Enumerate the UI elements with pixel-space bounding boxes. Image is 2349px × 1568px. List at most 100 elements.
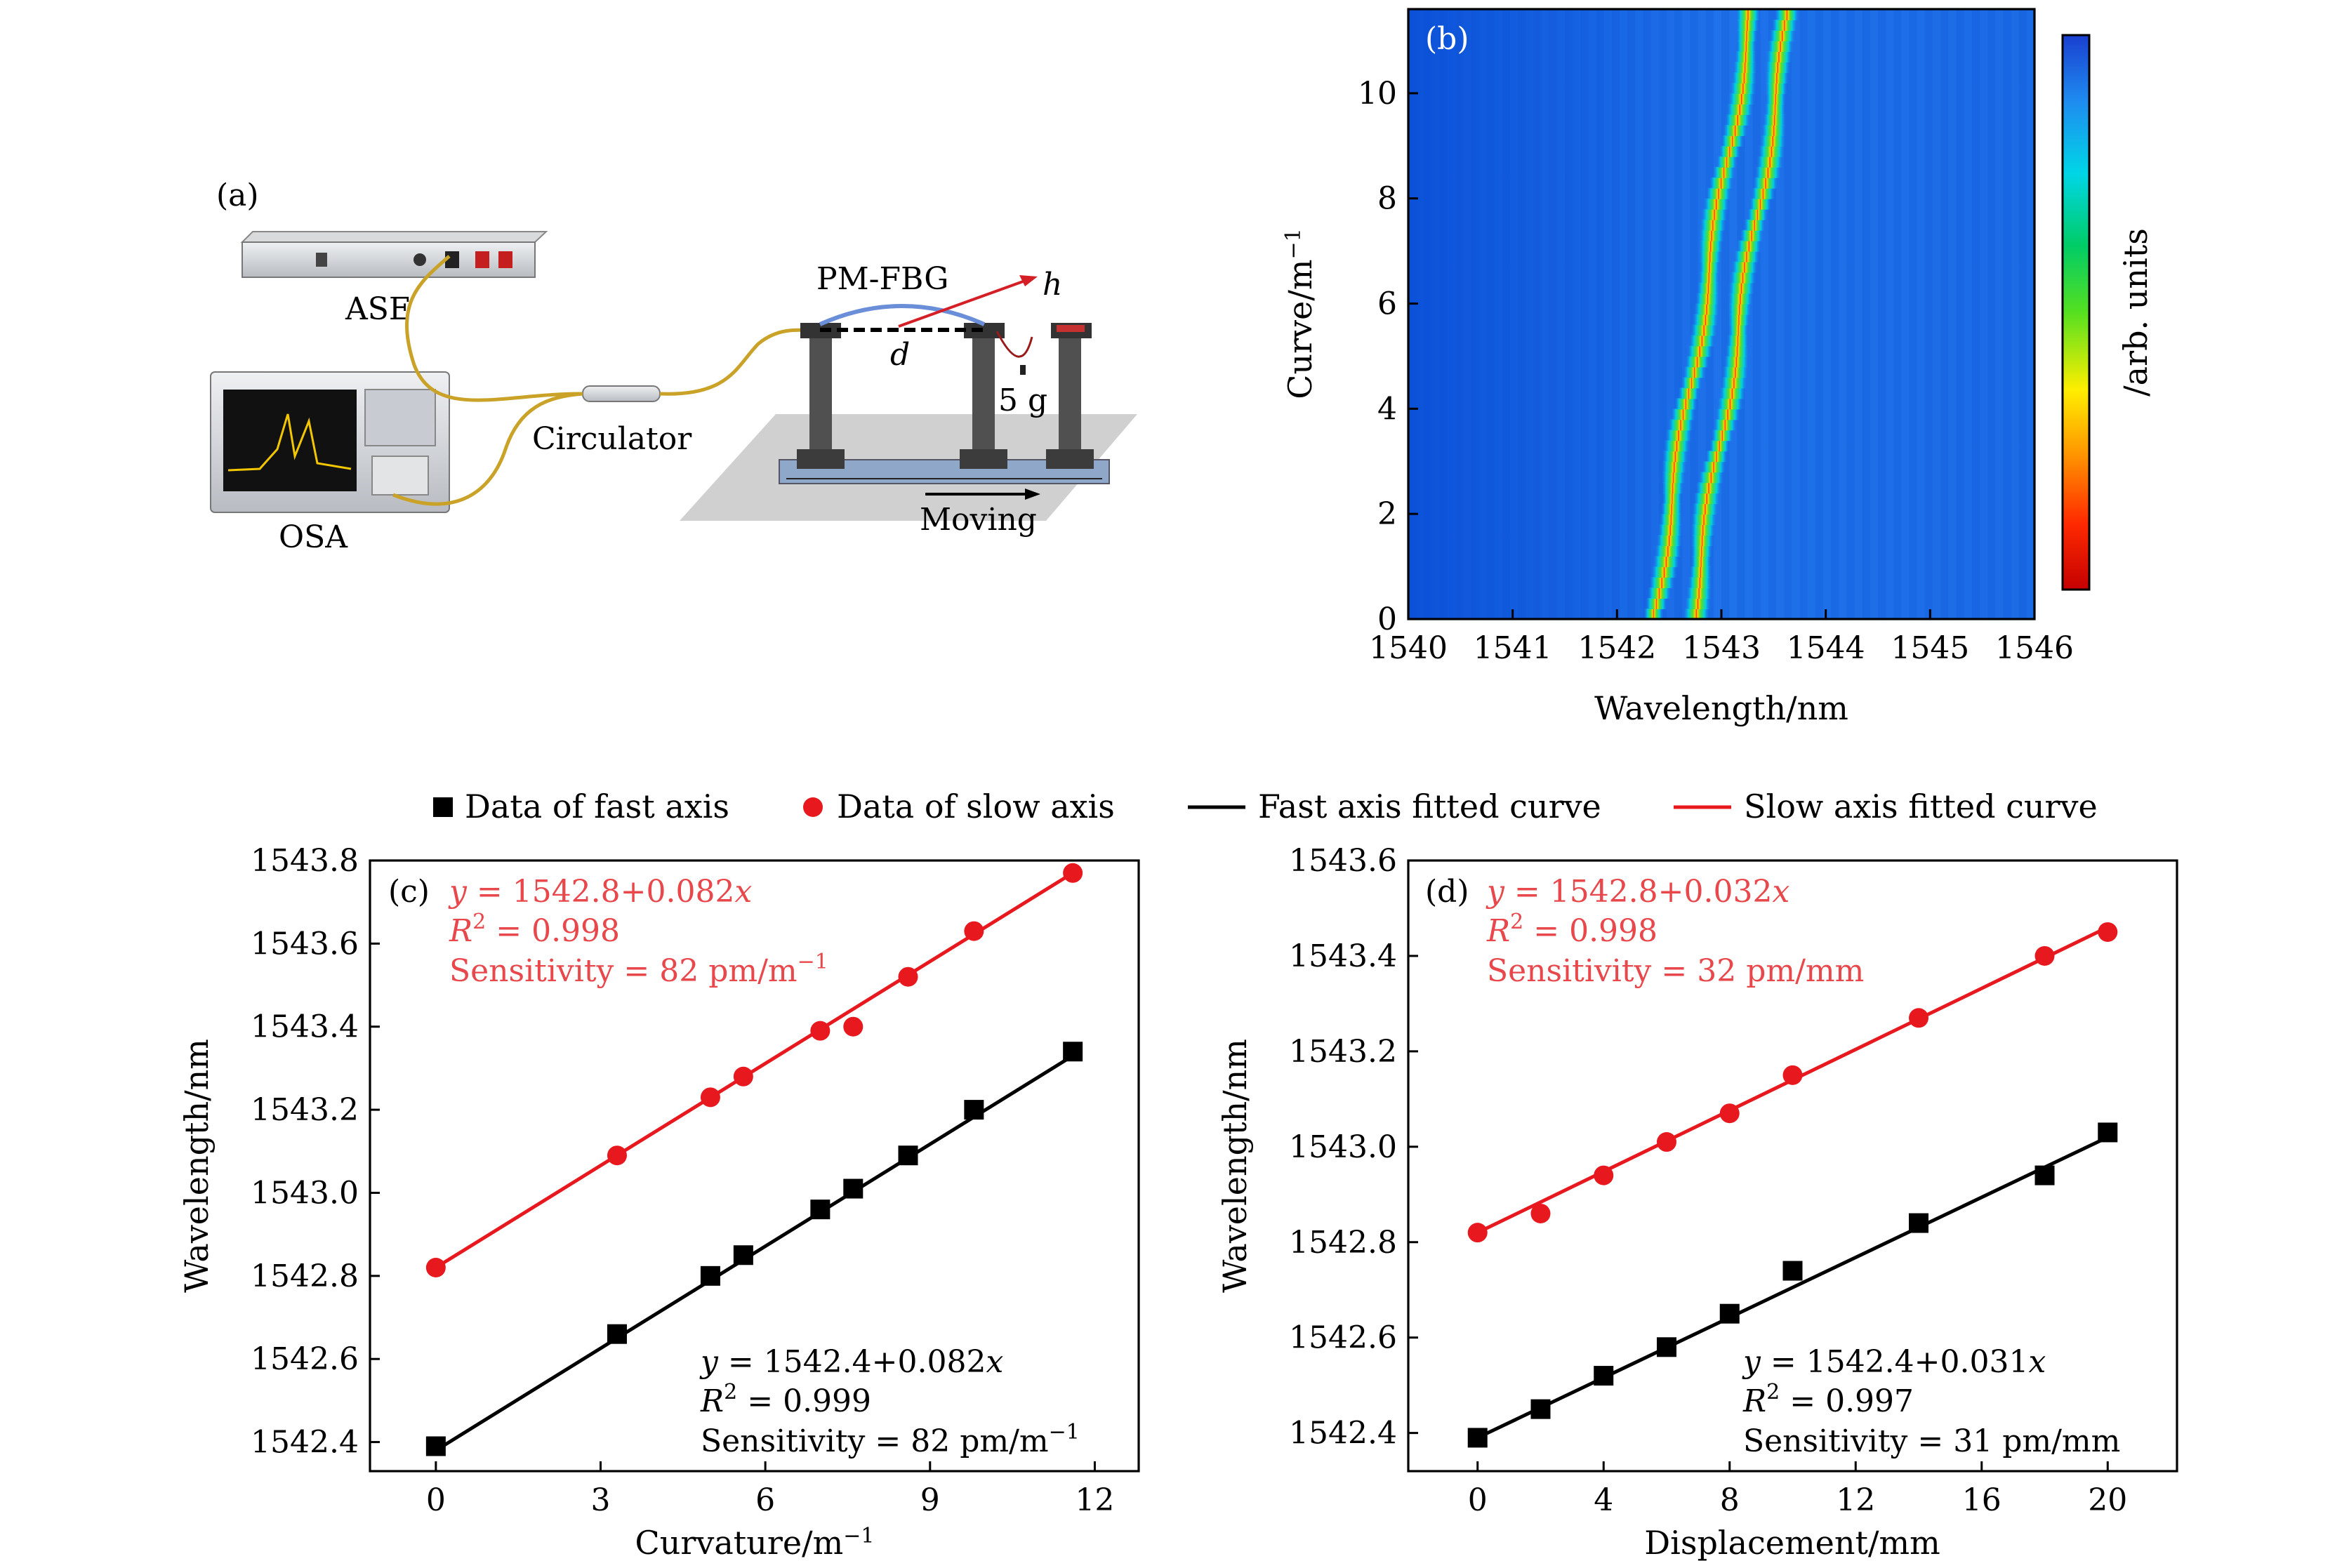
heatmap-peak-slow-segment: [1690, 514, 1717, 526]
heatmap-peak-fast-segment: [1660, 503, 1683, 515]
x-tick-label-d-3: 12: [1836, 1482, 1875, 1518]
d-slow-point-2: [1594, 1165, 1614, 1185]
heatmap-peak-slow-segment: [1688, 577, 1712, 589]
heatmap-peak-slow-segment: [1716, 398, 1744, 410]
heatmap-peak-slow-segment: [1690, 535, 1714, 547]
panel-c-plot: 0 3 6 9 12 1542.4 1542.6 1542.8 1543.0 1543.2 1543…: [251, 843, 1114, 1518]
c-fast-point-5: [843, 1178, 863, 1199]
heatmap-background-stripe: [1815, 9, 1823, 619]
heatmap-peak-fast-segment: [1662, 493, 1683, 505]
heatmap-peak-slow-segment: [1756, 156, 1784, 168]
d-fast-point-7: [2034, 1165, 2055, 1185]
weight-icon: [1020, 365, 1026, 375]
heatmap-peak-slow-segment: [1686, 587, 1712, 599]
heatmap-peak-fast-segment: [1667, 419, 1694, 431]
legend-slow-marker: [803, 797, 823, 817]
heatmap-x-tick-label-3: 1543: [1682, 630, 1761, 666]
heatmap-peak-fast-segment: [1657, 524, 1683, 536]
panel-d-plot: 0 4 8 12 16 20 1542.4 1542.6 1542.8 1543.0 1543.2 1…: [1289, 843, 2127, 1518]
c-slow-point-7: [964, 921, 984, 941]
heatmap-peak-fast-segment: [1702, 198, 1730, 210]
heatmap-peak-slow-segment: [1729, 272, 1756, 284]
heatmap-background-stripe: [1455, 9, 1464, 619]
heatmap-background-stripe: [1784, 9, 1792, 619]
weight-string: [995, 331, 1033, 358]
panel-a-label: (a): [216, 178, 259, 213]
y-tick-label-c-4: 1543.2: [251, 1092, 359, 1128]
panel-c-chart: 0 3 6 9 12 1542.4 1542.6 1542.8 1543.0 1543.2 1543…: [178, 843, 1140, 1562]
heatmap-x-tick-label-6: 1546: [1995, 630, 2074, 666]
heatmap-peak-slow-segment: [1690, 556, 1712, 568]
heatmap-x-tick-label-1: 1541: [1474, 630, 1552, 666]
heatmap-peak-slow-segment: [1705, 451, 1728, 463]
d-slow-point-3: [1656, 1132, 1676, 1152]
heatmap-peak-slow-segment: [1775, 9, 1799, 20]
c-fit-line-fast: [435, 1054, 1074, 1452]
y-tick-label-d-3: 1543.0: [1289, 1129, 1397, 1165]
heatmap-peak-slow-segment: [1728, 314, 1750, 326]
heatmap-x-tick-label-5: 1545: [1891, 630, 1969, 666]
panel-d-chart: 0 4 8 12 16 20 1542.4 1542.6 1542.8 1543.0 1543.2 1…: [1216, 843, 2178, 1562]
heatmap-peak-fast-segment: [1699, 219, 1726, 231]
d-fast-point-6: [1909, 1213, 1929, 1233]
heatmap-background-stripe: [1486, 9, 1495, 619]
heatmap-peak-slow-segment: [1754, 166, 1782, 178]
x-tick-label-d-2: 8: [1720, 1482, 1740, 1518]
heatmap-peak-fast-segment: [1643, 609, 1664, 619]
y-tick-label-c-5: 1543.4: [251, 1009, 359, 1045]
panel-c-fast-equation: y = 1542.4+0.082x: [699, 1344, 1004, 1380]
y-tick-label-d-2: 1542.8: [1289, 1225, 1397, 1261]
heatmap-background-stripe: [1909, 9, 1917, 619]
d-slow-point-8: [2098, 922, 2118, 942]
heatmap-background-stripe: [1721, 9, 1730, 619]
panel-a-setup: (a) ASE OSA Circulator: [210, 178, 1137, 555]
heatmap-peak-fast-segment: [1681, 377, 1702, 389]
heatmap-peak-fast-segment: [1661, 482, 1684, 494]
x-tick-label-c-0: 0: [426, 1482, 446, 1518]
heatmap-background-stripe: [2018, 9, 2027, 619]
heatmap-background-stripe: [1987, 9, 1996, 619]
heatmap-peak-fast-segment: [1705, 187, 1732, 199]
heatmap-background-stripe: [1408, 9, 1417, 619]
panel-c-xlabel: Curvature/m−1: [635, 1524, 875, 1562]
heatmap-y-tick-label-5: 10: [1358, 76, 1397, 112]
y-tick-label-c-1: 1542.6: [251, 1341, 359, 1377]
heatmap-background-stripe: [1831, 9, 1839, 619]
heatmap-background-stripe: [1580, 9, 1589, 619]
c-slow-point-0: [425, 1258, 446, 1277]
heatmap-stripes: [1408, 9, 2027, 619]
heatmap-peak-fast-segment: [1663, 440, 1690, 452]
colorbar-label: /arb. units: [2117, 228, 2155, 397]
y-tick-label-c-3: 1543.0: [251, 1175, 359, 1211]
d-fast-point-8: [2098, 1122, 2118, 1143]
panel-d-xlabel: Displacement/mm: [1644, 1524, 1940, 1562]
heatmap-peak-slow-segment: [1719, 387, 1746, 399]
x-tick-label-d-0: 0: [1468, 1482, 1488, 1518]
heatmap-peak-slow-segment: [1766, 51, 1792, 62]
heatmap-background-stripe: [1799, 9, 1808, 619]
d-fast-point-4: [1719, 1303, 1740, 1324]
circulator-device: [582, 385, 661, 402]
panel-d-slow-sensitivity: Sensitivity = 32 pm/mm: [1487, 953, 1864, 989]
heatmap-peak-slow-segment: [1764, 82, 1788, 94]
heatmap-peak-fast-segment: [1687, 345, 1713, 357]
panel-d-fast-sensitivity: Sensitivity = 31 pm/mm: [1743, 1423, 2120, 1459]
heatmap-y-tick-label-2: 4: [1377, 391, 1397, 427]
panel-d-fast-annotation: y = 1542.4+0.031x R2 = 0.997 Sensitivity…: [1742, 1344, 2120, 1459]
heatmap-peak-fast-segment: [1693, 303, 1720, 315]
d-slow-point-6: [1909, 1008, 1929, 1028]
heatmap-peak-slow-segment: [1740, 230, 1764, 241]
d-slow-point-5: [1782, 1065, 1803, 1085]
heatmap-axis-ticks: 1540 1541 1542 1543 1544 1545 1546 0 2 4 6 8 10: [1358, 76, 2074, 666]
heatmap-peak-fast-segment: [1721, 135, 1745, 147]
heatmap-y-tick-label-4: 8: [1377, 181, 1397, 217]
heatmap-peak-fast-segment: [1709, 177, 1733, 189]
heatmap-peak-slow-segment: [1761, 124, 1787, 136]
heatmap-peak-slow-segment: [1713, 419, 1737, 431]
panel-b-label: (b): [1425, 21, 1469, 57]
heatmap-peak-fast-segment: [1731, 72, 1757, 84]
heatmap-background: [1408, 9, 2034, 619]
heatmap-background-stripe: [1878, 9, 1886, 619]
heatmap-peak-slow-segment: [1765, 61, 1791, 73]
heatmap-peak-fast-segment: [1645, 598, 1668, 610]
